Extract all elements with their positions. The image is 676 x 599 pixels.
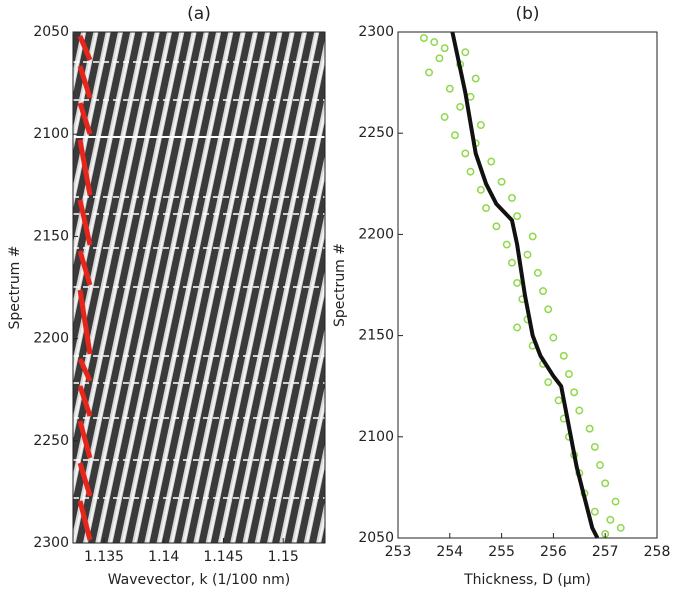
y-tick-label: 2100: [358, 429, 394, 445]
data-point: [461, 149, 470, 158]
data-point: [440, 113, 449, 121]
data-point: [513, 279, 522, 287]
x-tick-label: 253: [385, 544, 412, 560]
x-tick-label: 258: [644, 544, 671, 560]
y-tick-label: 2050: [33, 24, 69, 40]
data-point: [585, 424, 594, 433]
data-point: [596, 461, 604, 470]
data-point: [487, 157, 496, 166]
data-point: [544, 378, 553, 387]
data-point: [440, 44, 449, 53]
data-point: [513, 323, 522, 332]
plot-frame: [397, 31, 658, 539]
data-point: [476, 121, 485, 130]
data-point: [508, 258, 516, 267]
data-point: [606, 515, 615, 524]
data-point: [590, 442, 599, 451]
y-tick-label: 2100: [33, 126, 69, 142]
fit-line: [450, 31, 600, 539]
data-point: [549, 333, 558, 342]
data-point: [616, 523, 625, 532]
x-tick-label: 1.135: [84, 549, 124, 565]
data-point: [456, 102, 465, 111]
x-axis-label: Thickness, D (µm): [463, 572, 591, 588]
data-point: [554, 396, 563, 405]
data-point: [445, 84, 454, 93]
data-point: [513, 212, 522, 221]
data-point: [430, 38, 439, 47]
data-point: [508, 194, 516, 202]
data-point: [544, 305, 553, 314]
data-point: [533, 268, 542, 277]
chart-title: (b): [515, 4, 539, 24]
data-point: [601, 479, 610, 488]
y-tick-label: 2200: [358, 226, 394, 242]
y-axis-label: Spectrum #: [7, 245, 23, 329]
data-point: [570, 388, 579, 397]
data-point: [471, 74, 480, 83]
y-tick-label: 2250: [33, 433, 69, 449]
y-axis-label: Spectrum #: [332, 243, 348, 327]
x-tick-label: 254: [436, 544, 463, 560]
x-tick-label: 257: [592, 544, 619, 560]
y-tick-label: 2300: [358, 24, 394, 40]
x-tick-label: 256: [540, 544, 567, 560]
data-point: [476, 185, 485, 194]
x-axis-label: Wavevector, k (1/100 nm): [108, 572, 291, 588]
data-point: [425, 68, 434, 77]
data-point: [461, 48, 470, 57]
data-point: [559, 351, 568, 360]
y-tick-label: 2300: [33, 535, 69, 551]
chart-title: (a): [187, 4, 211, 24]
x-tick-label: 1.14: [148, 549, 179, 565]
data-point: [564, 370, 573, 379]
x-tick-label: 1.15: [268, 549, 299, 565]
data-point: [523, 250, 532, 259]
data-point: [419, 34, 428, 43]
y-tick-label: 2050: [358, 530, 394, 546]
data-point: [590, 507, 599, 516]
plot-frame: [72, 31, 326, 544]
fringe-image: [73, 32, 325, 543]
y-tick-label: 2200: [33, 331, 69, 347]
y-tick-label: 2150: [358, 328, 394, 344]
data-point: [539, 287, 547, 296]
data-point: [482, 204, 491, 213]
x-tick-label: 1.145: [203, 549, 243, 565]
data-point: [466, 167, 475, 176]
x-tick-label: 255: [488, 544, 515, 560]
data-point: [451, 131, 459, 140]
data-point: [502, 240, 511, 249]
data-point: [497, 177, 506, 186]
data-point: [492, 222, 501, 231]
data-point: [575, 406, 584, 415]
data-point: [611, 497, 620, 506]
y-tick-label: 2150: [33, 228, 69, 244]
data-point: [528, 232, 537, 241]
y-tick-label: 2250: [358, 125, 394, 141]
data-point: [435, 54, 444, 63]
